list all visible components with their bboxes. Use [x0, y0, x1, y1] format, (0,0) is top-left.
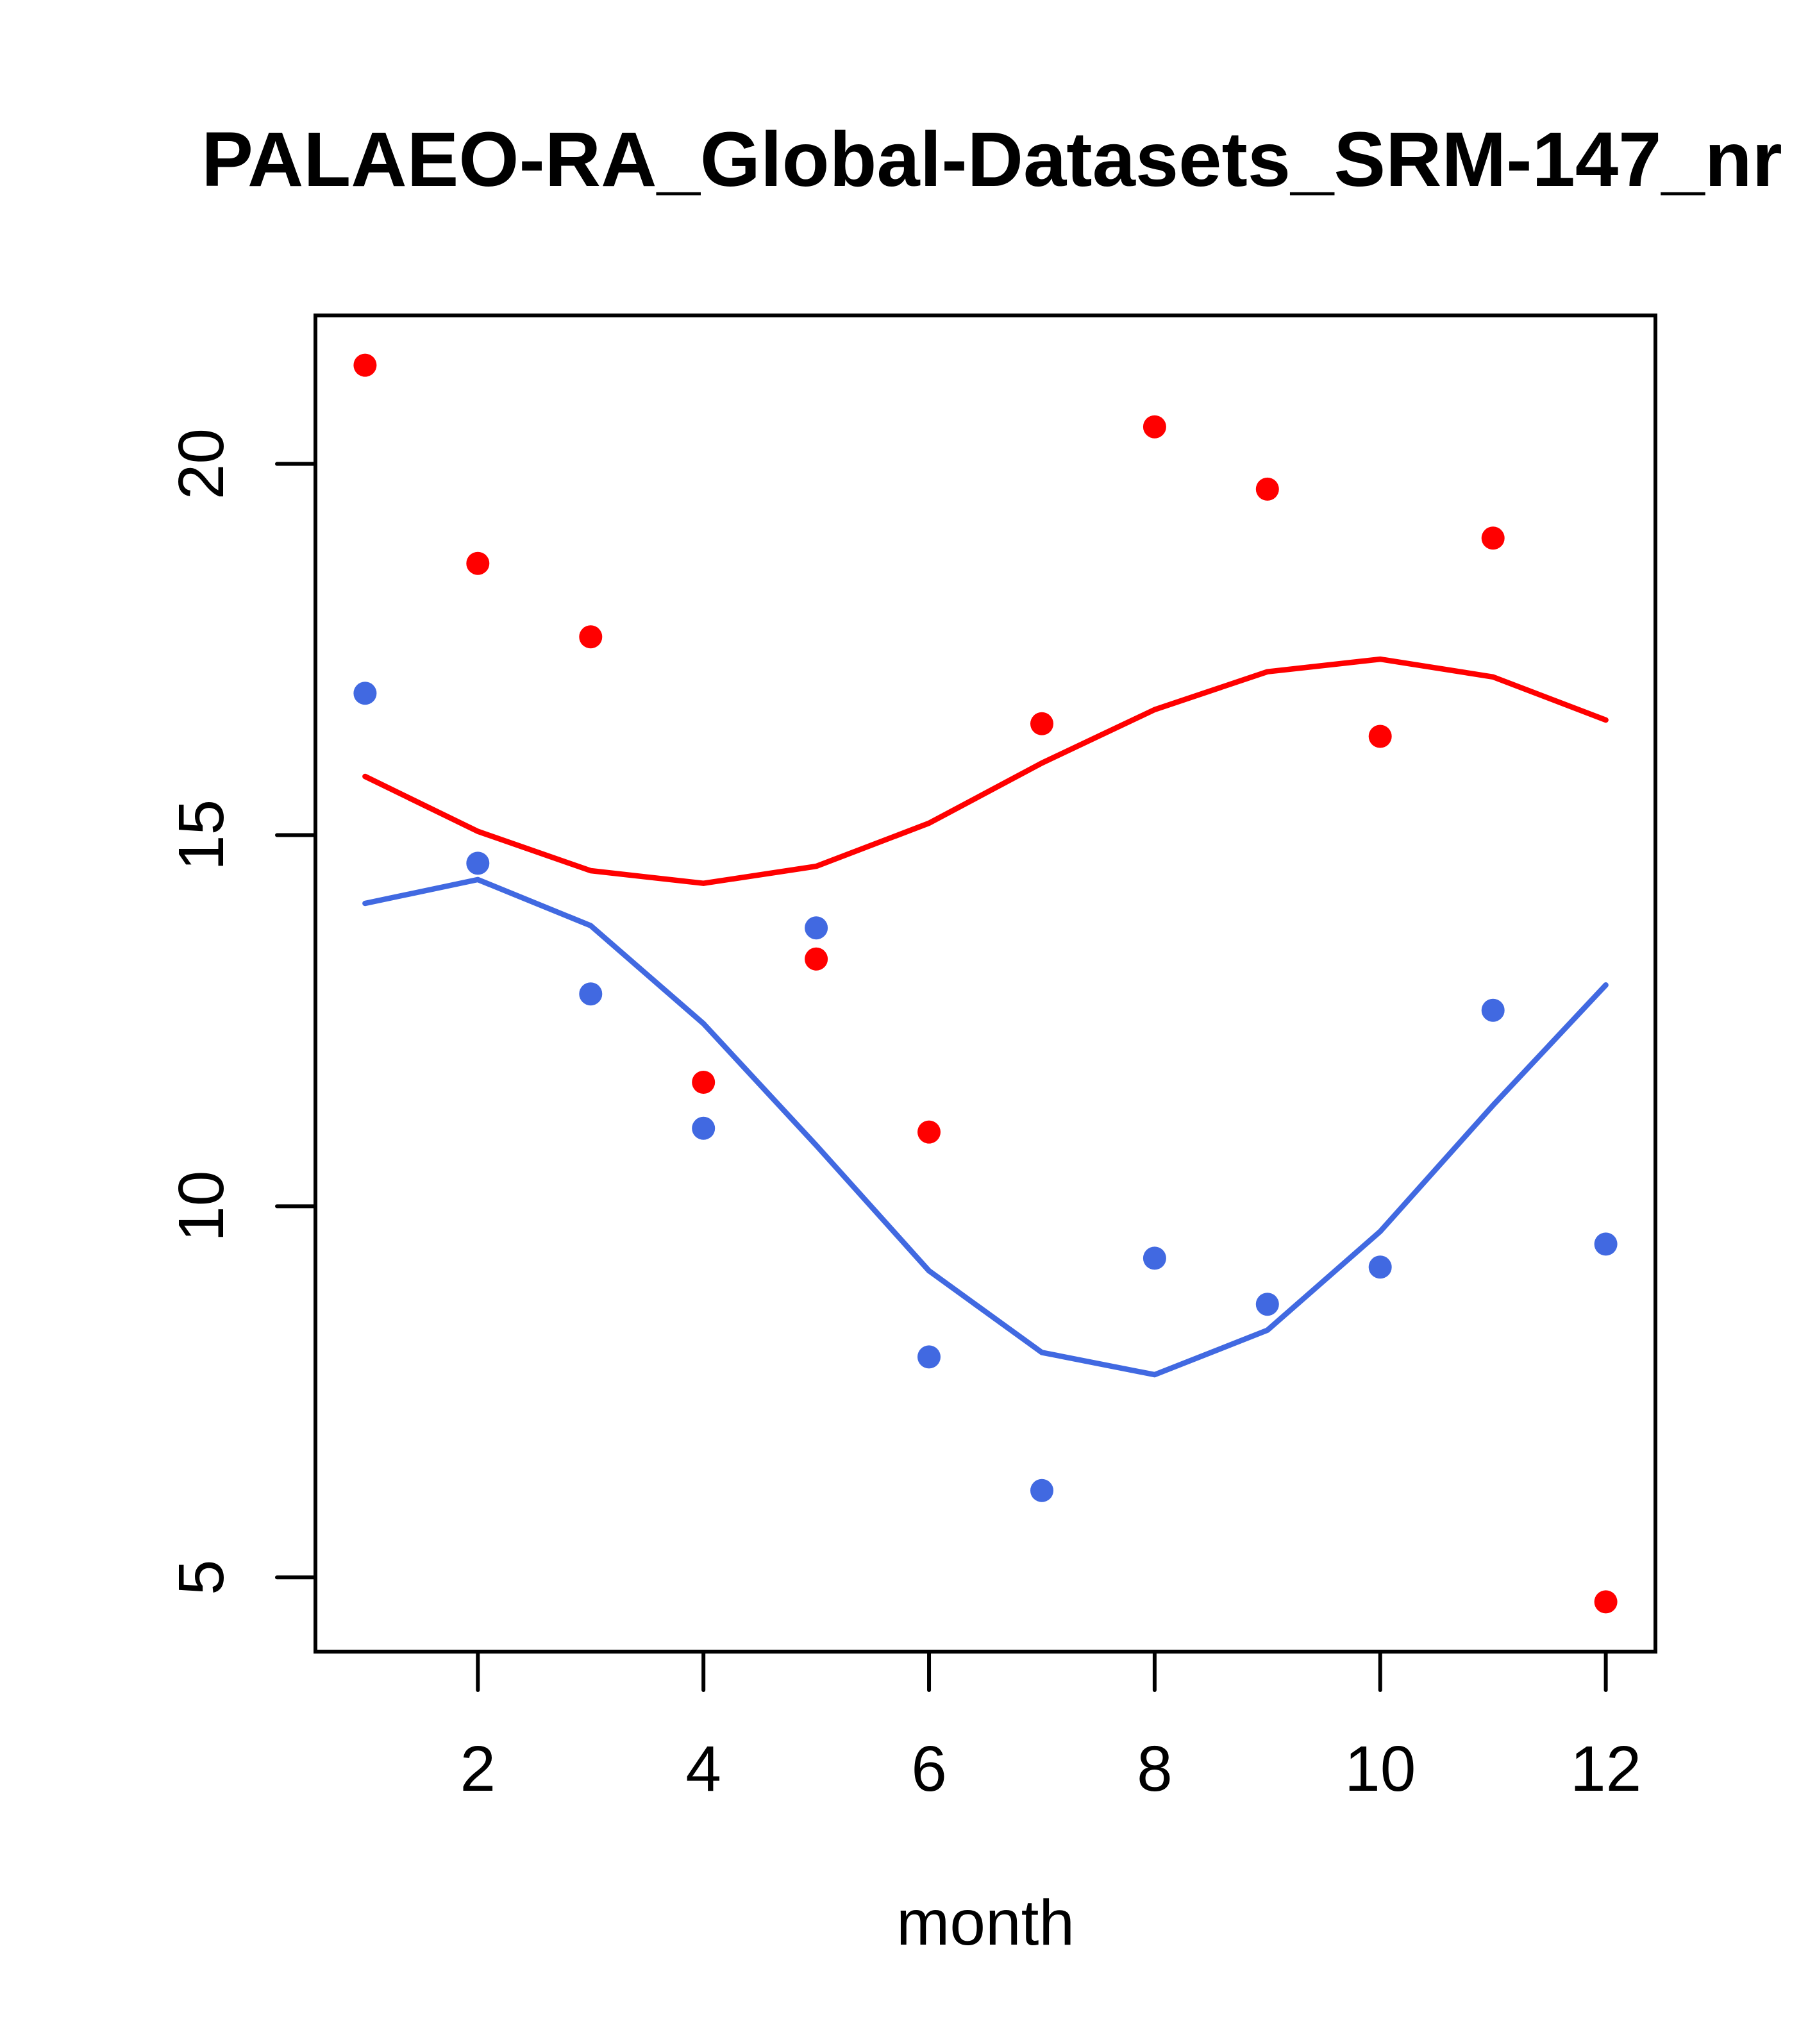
- blue-point-9: [1255, 1293, 1279, 1316]
- red-point-9: [1255, 477, 1279, 501]
- y-tick-label-20: 20: [165, 428, 237, 499]
- red-point-4: [692, 1071, 716, 1094]
- chart-title: PALAEO-RA_Global-Datasets_SRM-147_nr: [201, 115, 1782, 203]
- blue-point-10: [1368, 1255, 1392, 1279]
- x-tick-label-2: 2: [460, 1733, 496, 1805]
- blue-point-11: [1481, 998, 1505, 1022]
- red-point-7: [1030, 712, 1053, 735]
- red-point-1: [353, 353, 377, 377]
- y-tick-label-10: 10: [165, 1171, 237, 1242]
- red-point-2: [466, 551, 490, 575]
- blue-point-7: [1030, 1479, 1053, 1502]
- x-axis: 2 4 6 8 10 12: [460, 1650, 1641, 1805]
- x-tick-label-12: 12: [1570, 1733, 1641, 1805]
- y-tick-label-15: 15: [165, 800, 237, 871]
- blue-point-5: [805, 916, 828, 940]
- blue-point-2: [466, 851, 490, 875]
- y-tick-label-5: 5: [165, 1559, 237, 1595]
- red-point-6: [917, 1120, 941, 1144]
- plot-area: [353, 353, 1618, 1614]
- plot-frame: [314, 314, 1657, 1654]
- red-point-10: [1368, 725, 1392, 748]
- blue-point-8: [1143, 1246, 1166, 1270]
- blue-line-series: [362, 876, 1609, 1378]
- blue-point-12: [1594, 1232, 1618, 1256]
- red-point-12: [1594, 1590, 1618, 1614]
- x-axis-label: month: [896, 1887, 1075, 1959]
- red-point-5: [805, 947, 828, 971]
- blue-point-3: [579, 982, 603, 1006]
- y-axis: 5 10 15 20: [165, 428, 317, 1595]
- red-point-3: [579, 625, 603, 649]
- x-tick-label-6: 6: [911, 1733, 947, 1805]
- x-tick-label-10: 10: [1344, 1733, 1416, 1805]
- blue-point-4: [692, 1116, 716, 1140]
- red-line-series: [362, 656, 1609, 886]
- red-point-8: [1143, 415, 1166, 439]
- x-tick-label-8: 8: [1137, 1733, 1173, 1805]
- blue-point-6: [917, 1345, 941, 1369]
- x-tick-label-4: 4: [685, 1733, 721, 1805]
- blue-point-1: [353, 682, 377, 705]
- red-point-11: [1481, 526, 1505, 550]
